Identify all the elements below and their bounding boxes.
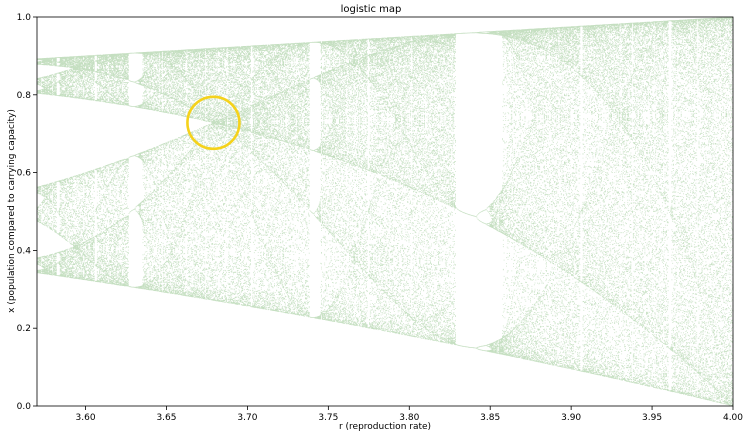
- y-tick-label: 0.6: [17, 169, 32, 179]
- y-tick-label: 0.2: [17, 324, 31, 334]
- x-tick-label: 3.75: [318, 413, 338, 423]
- bifurcation-points: [37, 16, 734, 407]
- x-tick-label: 3.65: [156, 413, 176, 423]
- x-tick-label: 3.60: [76, 413, 96, 423]
- x-axis-ticks: 3.60 3.65 3.70 3.75 3.80 3.85 3.90 3.95 4.00: [76, 406, 743, 423]
- x-tick-label: 3.90: [561, 413, 581, 423]
- chart-title: logistic map: [341, 4, 402, 15]
- y-axis-label: x (population compared to carrying capac…: [7, 109, 17, 313]
- y-tick-label: 0.0: [17, 402, 32, 412]
- plot-area: [36, 16, 734, 407]
- y-axis-ticks: 0.0 0.2 0.4 0.6 0.8 1.0: [17, 13, 37, 412]
- y-tick-label: 0.4: [17, 246, 32, 256]
- x-tick-label: 4.00: [723, 413, 743, 423]
- x-tick-label: 3.95: [642, 413, 662, 423]
- highlight-circle: [186, 95, 241, 151]
- data-points-layer: [37, 16, 734, 407]
- y-tick-label: 1.0: [17, 13, 32, 23]
- y-tick-label: 0.8: [17, 91, 32, 101]
- x-tick-label: 3.70: [237, 413, 257, 423]
- x-axis-label: r (reproduction rate): [339, 422, 431, 431]
- annotation-layer: [186, 95, 241, 151]
- x-tick-label: 3.80: [399, 413, 419, 423]
- plot-frame: [36, 16, 734, 407]
- x-tick-label: 3.85: [480, 413, 500, 423]
